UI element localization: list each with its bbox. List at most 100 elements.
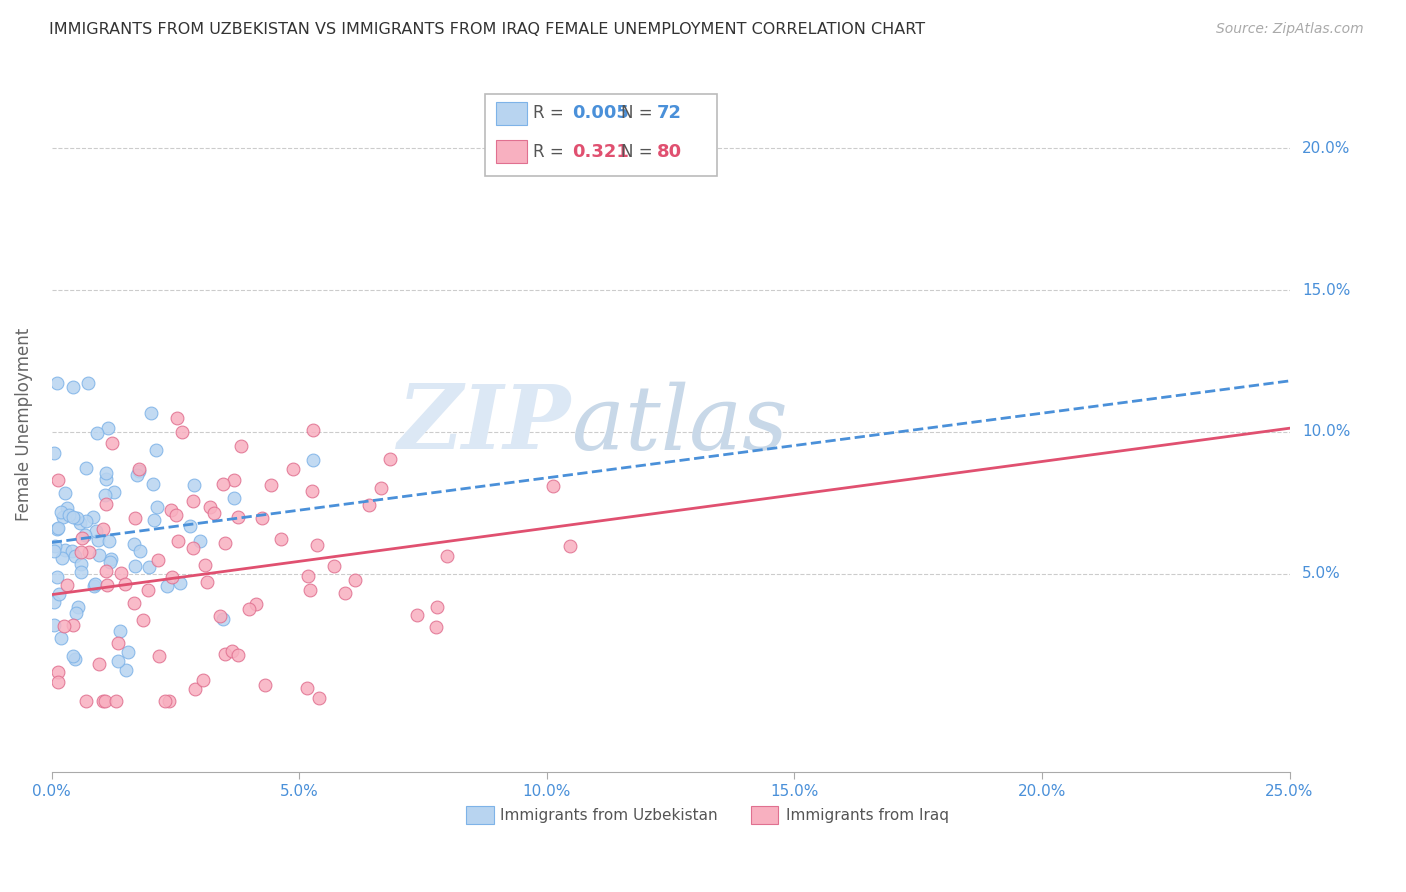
- Point: [94, 564, 117, 578]
- Point: [62, 648, 84, 663]
- Point: [107, 636, 129, 650]
- Point: [44, 539, 66, 553]
- Point: [222, 473, 245, 487]
- Point: [124, 559, 146, 574]
- Point: [105, 694, 128, 708]
- Point: [66, 600, 89, 615]
- Point: [157, 694, 180, 708]
- Point: [72, 531, 94, 545]
- Point: [260, 478, 283, 492]
- Point: [125, 468, 148, 483]
- Point: [52, 510, 75, 524]
- Point: [165, 508, 187, 523]
- Point: [107, 654, 129, 668]
- Point: [53, 543, 76, 558]
- Point: [66, 511, 89, 525]
- Point: [46, 376, 69, 390]
- Point: [110, 566, 132, 580]
- Point: [270, 532, 292, 546]
- Point: [110, 624, 132, 638]
- Point: [160, 503, 183, 517]
- Point: [148, 648, 170, 663]
- Point: [70, 557, 93, 571]
- Point: [46, 674, 69, 689]
- Point: [250, 510, 273, 524]
- Text: R =: R =: [533, 104, 569, 122]
- Point: [229, 439, 252, 453]
- Point: [100, 435, 122, 450]
- Point: [297, 569, 319, 583]
- Point: [301, 452, 323, 467]
- Point: [214, 648, 236, 662]
- Point: [281, 462, 304, 476]
- Point: [51, 551, 73, 566]
- Point: [128, 461, 150, 475]
- Point: [343, 573, 366, 587]
- Point: [75, 694, 97, 708]
- Point: [77, 545, 100, 559]
- Point: [226, 510, 249, 524]
- Text: atlas: atlas: [572, 381, 787, 468]
- Point: [191, 673, 214, 687]
- Text: 10.0%: 10.0%: [1302, 425, 1350, 439]
- Point: [94, 466, 117, 480]
- Point: [94, 694, 117, 708]
- Point: [181, 494, 204, 508]
- Point: [142, 476, 165, 491]
- Text: Source: ZipAtlas.com: Source: ZipAtlas.com: [1216, 22, 1364, 37]
- Point: [75, 515, 97, 529]
- Point: [44, 618, 66, 632]
- Point: [228, 648, 250, 662]
- Point: [214, 536, 236, 550]
- Point: [124, 511, 146, 525]
- Point: [56, 578, 79, 592]
- Point: [406, 608, 429, 623]
- Point: [308, 691, 330, 706]
- Text: 0.321: 0.321: [572, 143, 628, 161]
- Point: [145, 443, 167, 458]
- Point: [301, 483, 323, 498]
- Bar: [467, 806, 494, 824]
- Point: [96, 472, 118, 486]
- Point: [122, 596, 145, 610]
- Point: [179, 519, 201, 533]
- Point: [69, 566, 91, 580]
- Point: [114, 576, 136, 591]
- Point: [145, 500, 167, 515]
- Point: [94, 497, 117, 511]
- Point: [221, 644, 243, 658]
- Point: [212, 612, 235, 626]
- Point: [181, 541, 204, 556]
- Point: [188, 533, 211, 548]
- Text: 5.0%: 5.0%: [1302, 566, 1341, 581]
- Point: [167, 533, 190, 548]
- Point: [117, 645, 139, 659]
- Point: [46, 474, 69, 488]
- Text: N =: N =: [621, 104, 658, 122]
- Point: [69, 516, 91, 530]
- Point: [141, 406, 163, 420]
- Point: [222, 491, 245, 505]
- Point: [169, 575, 191, 590]
- Point: [202, 506, 225, 520]
- Point: [541, 479, 564, 493]
- Point: [426, 599, 449, 614]
- Point: [155, 694, 177, 708]
- Point: [103, 485, 125, 500]
- Point: [87, 548, 110, 562]
- Point: [370, 481, 392, 495]
- Point: [198, 500, 221, 514]
- Bar: [751, 806, 779, 824]
- Point: [295, 681, 318, 695]
- Point: [84, 524, 107, 538]
- Point: [83, 579, 105, 593]
- Point: [62, 380, 84, 394]
- Point: [245, 597, 267, 611]
- Point: [436, 549, 458, 563]
- Point: [100, 552, 122, 566]
- Point: [75, 460, 97, 475]
- Point: [86, 426, 108, 441]
- Point: [138, 559, 160, 574]
- Text: 80: 80: [657, 143, 682, 161]
- Point: [254, 678, 277, 692]
